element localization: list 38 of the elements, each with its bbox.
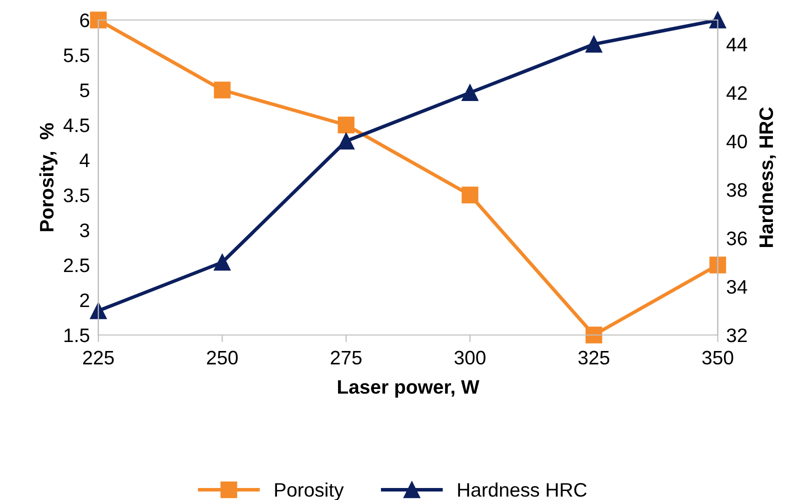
y2-axis-title: Hardness, HRC bbox=[758, 107, 776, 247]
x-tick-label: 250 bbox=[207, 350, 238, 365]
point bbox=[338, 116, 354, 134]
point bbox=[90, 12, 107, 28]
y-tick-label: 2.5 bbox=[64, 258, 90, 272]
y-tick-label: 3 bbox=[80, 223, 90, 238]
point bbox=[214, 254, 231, 271]
x-tick-label: 275 bbox=[330, 350, 362, 365]
y-tick-label: 5 bbox=[80, 84, 90, 98]
point bbox=[586, 36, 602, 53]
y-tick-label: 2 bbox=[80, 293, 90, 308]
x-axis-title: Laser power, W bbox=[338, 380, 480, 398]
x-tick-label: 300 bbox=[454, 350, 486, 365]
y-tick-label: 4 bbox=[80, 154, 90, 168]
y-tick-label: 3.5 bbox=[64, 188, 90, 202]
point bbox=[462, 186, 478, 204]
y-axis-title: Porosity, % bbox=[39, 123, 58, 232]
y-tick-label: 1.5 bbox=[64, 328, 90, 342]
y-tick-label: 6 bbox=[80, 13, 90, 28]
point bbox=[462, 84, 478, 102]
y2-tick-label: 34 bbox=[726, 280, 748, 294]
legend-label: Hardness HRC bbox=[458, 482, 587, 497]
y2-tick-label: 40 bbox=[726, 134, 747, 148]
x-tick-label: 225 bbox=[83, 350, 114, 365]
y-tick-label: 4.5 bbox=[63, 118, 90, 132]
point bbox=[709, 12, 726, 28]
point bbox=[338, 132, 354, 150]
y-tick-label: 5.5 bbox=[64, 48, 90, 62]
point bbox=[709, 256, 726, 274]
point bbox=[586, 326, 602, 344]
y2-tick-label: 38 bbox=[726, 183, 747, 197]
y2-tick-label: 42 bbox=[726, 86, 747, 100]
y2-tick-label: 36 bbox=[726, 232, 747, 246]
y2-tick-label: 44 bbox=[726, 38, 748, 52]
point bbox=[214, 82, 231, 98]
x-tick-label: 350 bbox=[702, 350, 734, 365]
y2-tick-label: 32 bbox=[726, 328, 747, 342]
x-tick-label: 325 bbox=[578, 350, 610, 365]
